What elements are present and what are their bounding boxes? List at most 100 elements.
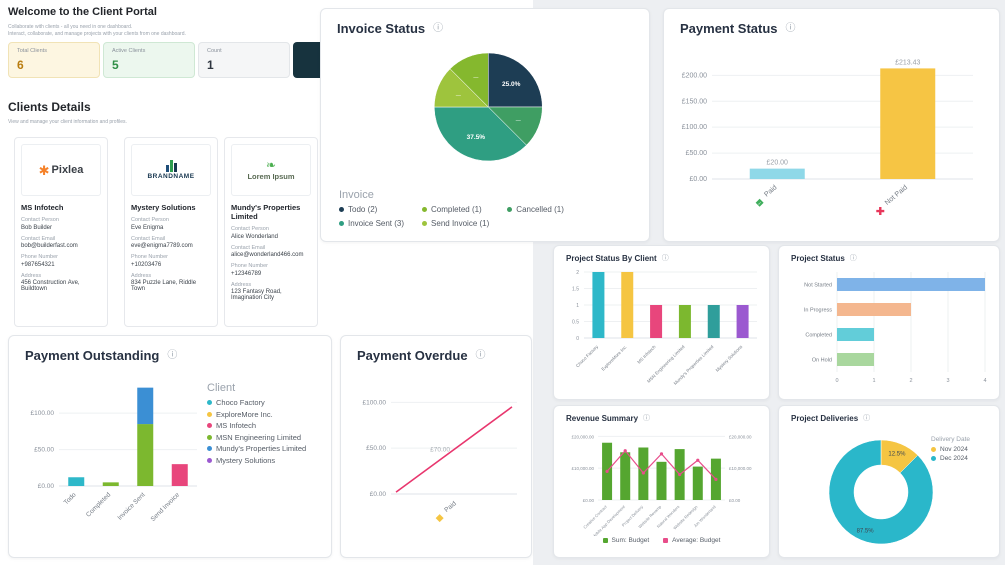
- invoice-status-title: Invoice Status: [337, 21, 426, 36]
- legend-dot: [422, 207, 428, 212]
- project-status-hbar-chart[interactable]: 0 1 2 3 4 Not Started In Progress Completed On H…: [779, 264, 999, 398]
- svg-text:In Progress: In Progress: [804, 308, 832, 314]
- legend-item-sum-budget[interactable]: Sum: Budget: [602, 537, 649, 544]
- project-deliveries-title: Project Deliveries: [791, 414, 859, 423]
- info-icon[interactable]: ⓘ: [167, 349, 178, 361]
- invoice-status-pie-chart[interactable]: 25.0% — 37.5% — —: [321, 35, 649, 185]
- legend-item-cancelled-1-[interactable]: Cancelled (1): [507, 205, 564, 214]
- field-label: Phone Number: [231, 263, 268, 269]
- invoice-legend-block: Invoice Todo (2) Invoice Sent (3) Complete…: [339, 189, 564, 231]
- svg-text:£0.00: £0.00: [583, 498, 595, 503]
- legend-item-completed-1-[interactable]: Completed (1): [422, 205, 489, 214]
- info-icon[interactable]: ⓘ: [643, 415, 651, 422]
- svg-text:1: 1: [576, 303, 579, 309]
- svg-text:Paid: Paid: [443, 500, 458, 514]
- stat-value: 5: [112, 58, 119, 72]
- contact-person-value: Bob Builder: [21, 224, 53, 231]
- svg-text:Not Paid: Not Paid: [884, 184, 909, 207]
- field-label: Contact Person: [131, 217, 169, 223]
- payment-status-title: Payment Status: [680, 21, 778, 36]
- legend-item-msn-engineering-limited[interactable]: MSN Engineering Limited: [207, 433, 329, 442]
- svg-text:£0.00: £0.00: [370, 491, 387, 498]
- legend-dot: [931, 456, 936, 461]
- legend-item-choco-factory[interactable]: Choco Factory: [207, 398, 329, 407]
- svg-text:2: 2: [909, 378, 912, 384]
- revenue-summary-title: Revenue Summary: [566, 414, 639, 423]
- legend-label: MS Infotech: [216, 421, 257, 430]
- legend-item-todo-2-[interactable]: Todo (2): [339, 205, 404, 214]
- legend-label: Average: Budget: [672, 537, 721, 544]
- payment-overdue-line-chart[interactable]: £100.00 £50.00 £0.00 £70.00 Paid: [341, 366, 531, 556]
- address-value: 834 Puzzle Lane, Riddle Town: [131, 280, 197, 292]
- svg-text:25.0%: 25.0%: [502, 81, 521, 88]
- revenue-summary-combo-chart[interactable]: £20,000.00 £20,000.00 £10,000.00 £10,000.00…: [554, 422, 769, 539]
- address-value: 123 Fantasy Road, Imagination City: [231, 289, 282, 301]
- legend-label: Choco Factory: [216, 398, 265, 407]
- payment-overdue-card: Payment Overdue ⓘ £100.00 £50.00 £0.00 £70.…: [340, 335, 532, 558]
- stat-card-total-clients: Total Clients 6: [8, 42, 100, 78]
- phone-number-value: +10203476: [131, 261, 162, 268]
- client-logo-text: Pixlea: [51, 164, 84, 176]
- project-deliveries-donut-chart[interactable]: 12.5% 87.5%: [779, 420, 999, 557]
- legend-item-mystery-solutions[interactable]: Mystery Solutions: [207, 456, 329, 465]
- svg-text:ExploreMore Inc.: ExploreMore Inc.: [600, 344, 628, 372]
- info-icon[interactable]: ⓘ: [849, 255, 857, 262]
- legend-item-ms-infotech[interactable]: MS Infotech: [207, 421, 329, 430]
- project-deliveries-card: Project Deliveries ⓘ 12.5% 87.5% Delivery…: [778, 405, 1000, 558]
- svg-text:MS Infotech: MS Infotech: [636, 344, 657, 365]
- legend-item-send-invoice-1-[interactable]: Send Invoice (1): [422, 219, 489, 228]
- welcome-subtitle-line2: Interact, collaborate, and manage projec…: [8, 31, 186, 37]
- svg-text:37.5%: 37.5%: [467, 134, 486, 141]
- legend-item-average-budget[interactable]: Average: Budget: [663, 537, 720, 544]
- svg-text:£20.00: £20.00: [767, 160, 789, 167]
- legend-item-invoice-sent-3-[interactable]: Invoice Sent (3): [339, 219, 404, 228]
- legend-label: Dec 2024: [940, 455, 968, 462]
- clients-section-subtitle: View and manage your client information …: [8, 119, 127, 125]
- svg-text:£100.00: £100.00: [682, 124, 707, 131]
- svg-text:1.5: 1.5: [572, 287, 579, 293]
- project-status-by-client-card: Project Status By Client ⓘ 2 1.5 1 0.5 0 Choc…: [553, 245, 770, 400]
- stat-label: Active Clients: [112, 48, 146, 54]
- payment-outstanding-stacked-chart[interactable]: £100.00 £50.00 £0.00 Todo Completed Invoice S…: [9, 366, 207, 556]
- legend-item-dec-2024[interactable]: Dec 2024: [931, 455, 970, 462]
- legend-item-mundy-s-properties-limited[interactable]: Mundy's Properties Limited: [207, 444, 329, 453]
- field-label: Contact Person: [231, 226, 269, 232]
- svg-text:£20,000.00: £20,000.00: [571, 434, 594, 439]
- svg-text:3: 3: [946, 378, 949, 384]
- info-icon[interactable]: ⓘ: [433, 22, 444, 34]
- legend-label: MSN Engineering Limited: [216, 432, 302, 442]
- project-status-by-client-bar-chart[interactable]: 2 1.5 1 0.5 0 Choco Factory ExploreMore Inc. MS…: [554, 264, 769, 398]
- client-card-ms-infotech: ✱ Pixlea MS Infotech Contact Person Bob B…: [14, 137, 108, 327]
- legend-item-nov-2024[interactable]: Nov 2024: [931, 446, 970, 453]
- client-logo: ✱ Pixlea: [21, 144, 101, 196]
- info-icon[interactable]: ⓘ: [863, 415, 871, 422]
- svg-text:£200.00: £200.00: [682, 72, 707, 79]
- info-icon[interactable]: ⓘ: [475, 349, 486, 361]
- legend-item-exploremore-inc-[interactable]: ExploreMore Inc.: [207, 410, 329, 419]
- field-label: Address: [21, 272, 42, 279]
- legend-dot: [507, 207, 513, 212]
- client-legend-block: Client Choco Factory ExploreMore Inc. MS I…: [207, 382, 329, 467]
- svg-text:£100.00: £100.00: [31, 410, 55, 417]
- legend-label: Mundy's Properties Limited: [216, 444, 307, 453]
- svg-text:£150.00: £150.00: [682, 98, 707, 105]
- legend-label: Mystery Solutions: [216, 455, 276, 465]
- legend-label: Invoice Sent (3): [348, 219, 405, 228]
- legend-label: Cancelled (1): [516, 205, 564, 214]
- info-icon[interactable]: ⓘ: [661, 255, 669, 262]
- payment-status-bar-chart[interactable]: £200.00 £150.00 £100.00 £50.00 £0.00 £20.00 Pa…: [664, 39, 999, 239]
- svg-text:£0.00: £0.00: [729, 498, 741, 503]
- revenue-summary-card: Revenue Summary ⓘ £20,000.00 £20,000.00 £1…: [553, 405, 770, 558]
- field-label: Address: [231, 281, 252, 288]
- delivery-date-legend-title: Delivery Date: [931, 436, 971, 443]
- svg-text:£0.00: £0.00: [689, 176, 707, 183]
- svg-text:£100.00: £100.00: [363, 399, 387, 406]
- page-title: Welcome to the Client Portal: [8, 6, 157, 18]
- pixlea-asterisk-icon: ✱: [38, 162, 50, 178]
- contact-person-value: Alice Wonderland: [231, 233, 278, 240]
- svg-text:Not Started: Not Started: [804, 283, 832, 289]
- info-icon[interactable]: ⓘ: [785, 22, 796, 34]
- legend-label: Nov 2024: [940, 446, 968, 453]
- clients-section-title: Clients Details: [8, 100, 91, 114]
- field-label: Contact Email: [21, 235, 56, 242]
